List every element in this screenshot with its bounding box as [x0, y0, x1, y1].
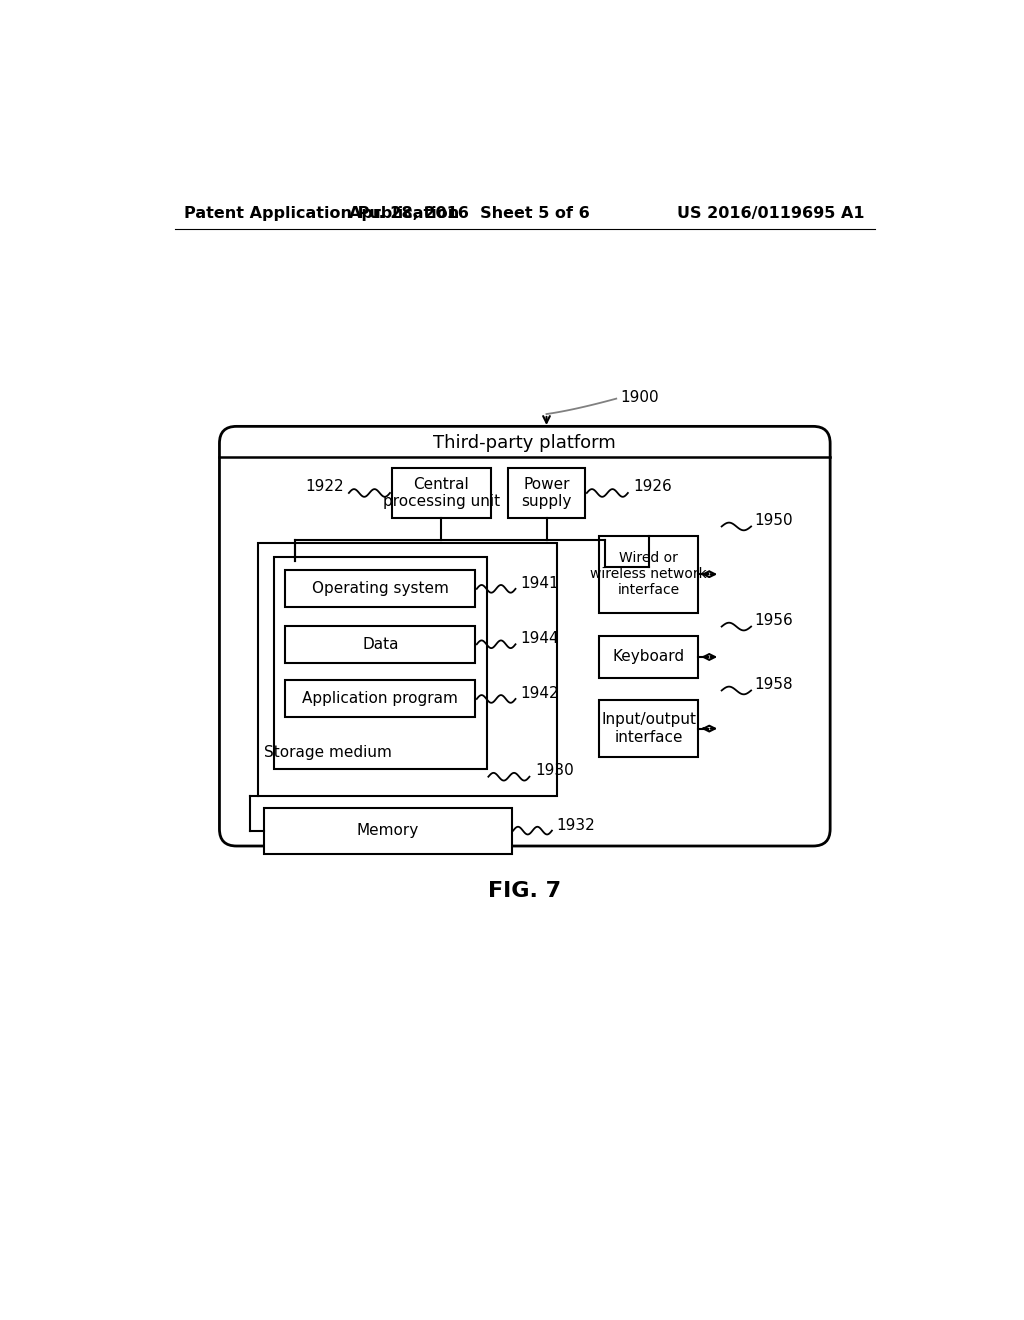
Text: Data: Data: [362, 636, 398, 652]
FancyBboxPatch shape: [219, 426, 830, 846]
Bar: [263, 808, 512, 854]
Text: 1950: 1950: [755, 512, 793, 528]
Bar: [286, 626, 475, 663]
Bar: [286, 570, 475, 607]
Text: 1942: 1942: [520, 686, 559, 701]
Text: FIG. 7: FIG. 7: [488, 882, 561, 902]
Text: Third-party platform: Third-party platform: [433, 434, 616, 453]
Text: Application program: Application program: [302, 692, 458, 706]
Bar: [599, 536, 698, 612]
Text: Central
processing unit: Central processing unit: [383, 477, 500, 510]
Text: Keyboard: Keyboard: [612, 649, 685, 664]
Bar: [599, 700, 698, 758]
Text: Memory: Memory: [356, 824, 419, 838]
Text: 1932: 1932: [557, 817, 595, 833]
Text: Wired or
wireless network
interface: Wired or wireless network interface: [591, 550, 708, 598]
Bar: [273, 557, 486, 770]
Bar: [258, 544, 557, 796]
Text: 1926: 1926: [633, 479, 672, 494]
Bar: [508, 469, 586, 517]
Text: Operating system: Operating system: [312, 581, 449, 597]
Text: 1900: 1900: [621, 389, 658, 405]
Text: 1941: 1941: [520, 576, 559, 591]
Text: US 2016/0119695 A1: US 2016/0119695 A1: [677, 206, 864, 222]
Text: Power
supply: Power supply: [521, 477, 571, 510]
Bar: [391, 469, 490, 517]
Text: Apr. 28, 2016  Sheet 5 of 6: Apr. 28, 2016 Sheet 5 of 6: [348, 206, 590, 222]
Text: Input/output
interface: Input/output interface: [601, 713, 696, 744]
Text: Storage medium: Storage medium: [264, 744, 392, 759]
Text: Patent Application Publication: Patent Application Publication: [183, 206, 459, 222]
Text: 1944: 1944: [520, 631, 559, 647]
Bar: [286, 681, 475, 718]
Text: 1922: 1922: [305, 479, 343, 494]
Text: 1956: 1956: [755, 612, 793, 628]
Text: 1930: 1930: [535, 763, 573, 777]
Text: 1958: 1958: [755, 677, 793, 692]
Bar: [599, 636, 698, 678]
